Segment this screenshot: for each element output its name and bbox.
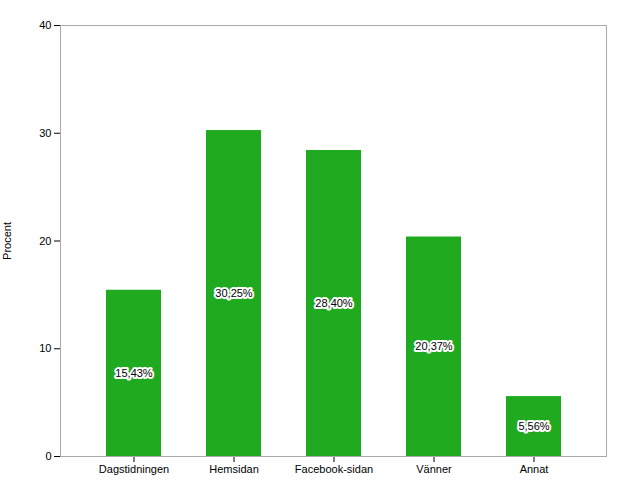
svg-text:Facebook-sidan: Facebook-sidan [295,463,373,475]
svg-text:30: 30 [39,127,51,139]
svg-text:5,56%: 5,56% [518,420,549,432]
svg-text:30,25%: 30,25% [215,287,253,299]
svg-text:20: 20 [39,235,51,247]
svg-text:Dagstidningen: Dagstidningen [99,463,169,475]
svg-text:10: 10 [39,342,51,354]
svg-text:40: 40 [39,19,51,31]
svg-text:Annat: Annat [520,463,549,475]
svg-text:20,37%: 20,37% [415,340,453,352]
svg-text:28,40%: 28,40% [315,297,353,309]
svg-text:Procent: Procent [1,222,13,260]
svg-text:0: 0 [45,450,51,462]
svg-text:Vänner: Vänner [416,463,452,475]
svg-text:Hemsidan: Hemsidan [209,463,259,475]
svg-text:15,43%: 15,43% [115,367,153,379]
